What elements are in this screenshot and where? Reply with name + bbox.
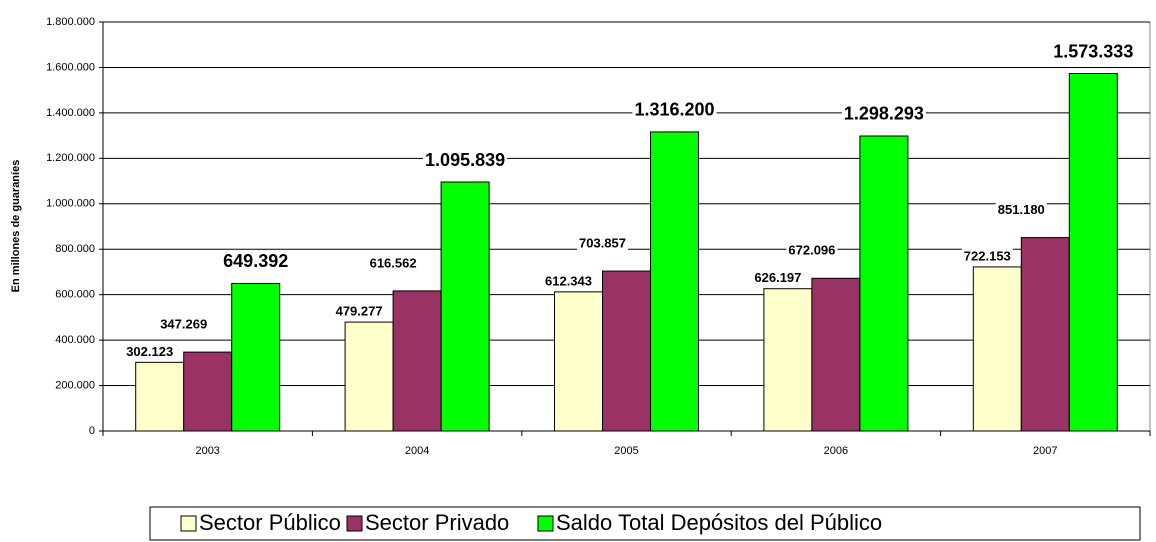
- value-label: 1.095.839: [425, 150, 505, 170]
- value-label: 1.316.200: [634, 100, 714, 120]
- value-label: 1.573.333: [1053, 41, 1133, 61]
- bar: [1068, 73, 1118, 432]
- value-label: 347.269: [160, 317, 207, 332]
- value-label: 626.197: [754, 270, 801, 285]
- y-tick-label: 1.400.000: [46, 107, 95, 119]
- y-tick-label: 800.000: [55, 243, 95, 255]
- value-label-bg: [632, 99, 717, 120]
- value-label: 1.298.293: [844, 104, 924, 124]
- value-label-bg: [333, 303, 385, 319]
- x-tick-label: 2007: [1033, 445, 1057, 457]
- x-tick-label: 2005: [614, 445, 638, 457]
- value-label-bg: [124, 343, 176, 359]
- bar: [763, 288, 813, 432]
- bar: [859, 135, 909, 432]
- bar: [440, 181, 490, 432]
- value-label-bg: [841, 103, 926, 124]
- value-label: 302.123: [126, 344, 173, 359]
- value-label: 722.153: [964, 248, 1011, 263]
- bar: [183, 351, 233, 432]
- y-tick-label: 1.000.000: [46, 198, 95, 210]
- x-tick-label: 2004: [405, 445, 429, 457]
- legend-swatch: [537, 515, 554, 532]
- y-tick-label: 0: [89, 425, 95, 437]
- legend-swatch: [346, 515, 363, 532]
- value-label: 616.562: [370, 255, 417, 270]
- bar: [344, 321, 394, 432]
- x-tick-label: 2006: [824, 445, 848, 457]
- value-label: 672.096: [788, 243, 835, 258]
- y-tick-label: 1.600.000: [46, 61, 95, 73]
- value-label: 649.392: [223, 251, 288, 271]
- bar: [602, 270, 651, 432]
- y-tick-label: 600.000: [55, 289, 95, 301]
- bar: [811, 277, 861, 432]
- y-tick-label: 400.000: [55, 334, 95, 346]
- value-label: 703.857: [579, 236, 626, 251]
- bar: [392, 290, 442, 432]
- bar: [650, 131, 699, 432]
- y-tick-label: 200.000: [55, 379, 95, 391]
- value-label-bg: [221, 251, 291, 272]
- legend-box: [149, 506, 1141, 541]
- bar: [135, 361, 185, 432]
- legend-swatch: [180, 515, 197, 532]
- value-label-bg: [995, 202, 1047, 218]
- value-label-bg: [367, 255, 419, 271]
- bar: [1020, 237, 1070, 432]
- y-tick-label: 1.200.000: [46, 152, 95, 164]
- y-tick-label: 1.800.000: [46, 16, 95, 28]
- y-axis-label: En millones de guaraníes: [10, 160, 22, 293]
- value-label-bg: [752, 270, 804, 286]
- bar: [231, 282, 281, 432]
- value-label-bg: [786, 242, 838, 258]
- legend-label: Sector Privado: [365, 510, 509, 535]
- value-label-bg: [577, 235, 628, 251]
- value-label: 612.343: [545, 273, 592, 288]
- bar: [554, 291, 603, 432]
- value-label-bg: [961, 248, 1013, 264]
- value-label-bg: [1051, 41, 1136, 62]
- x-tick-label: 2003: [195, 445, 219, 457]
- legend-label: Saldo Total Depósitos del Público: [556, 510, 882, 535]
- value-label-bg: [543, 273, 594, 289]
- legend-label: Sector Público: [199, 510, 341, 535]
- value-label-bg: [423, 149, 508, 170]
- bar: [972, 266, 1022, 432]
- value-label-bg: [158, 316, 210, 332]
- value-label: 851.180: [998, 202, 1045, 217]
- value-label: 479.277: [336, 304, 383, 319]
